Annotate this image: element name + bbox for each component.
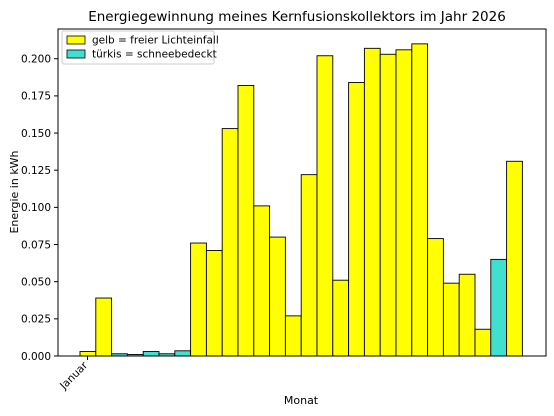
bar xyxy=(427,238,444,357)
y-tick-label: 0.175 xyxy=(21,91,51,103)
plot-frame xyxy=(57,28,547,357)
legend-label-turquoise: türkis = schneebedeckt xyxy=(92,49,217,61)
bar xyxy=(300,174,318,357)
y-tick-label: 0.075 xyxy=(21,239,51,251)
legend-box xyxy=(61,30,215,65)
bar xyxy=(142,351,160,357)
bar xyxy=(363,47,381,357)
bar xyxy=(95,297,113,357)
bar xyxy=(269,236,286,357)
y-tick-label: 0.200 xyxy=(21,54,51,66)
y-axis-label: Energie in kWh xyxy=(8,150,21,233)
bar xyxy=(458,273,476,357)
legend-swatch-turquoise xyxy=(66,49,86,59)
y-tick-label: 0.100 xyxy=(21,202,51,214)
legend-swatch-yellow xyxy=(66,35,86,45)
y-tick-label: 0.000 xyxy=(21,351,51,363)
bars xyxy=(79,43,523,357)
x-axis-label: Monat xyxy=(284,394,319,407)
bar xyxy=(237,85,255,357)
bar xyxy=(284,315,302,357)
chart-title: Energiegewinnung meines Kernfusionskolle… xyxy=(88,9,506,25)
y-tick-label: 0.150 xyxy=(21,128,51,140)
y-tick-label: 0.125 xyxy=(21,165,51,177)
bar xyxy=(316,55,334,357)
bar xyxy=(332,279,350,357)
bar xyxy=(506,160,523,357)
y-tick-label: 0.025 xyxy=(21,314,51,326)
bar xyxy=(190,242,207,357)
bar xyxy=(174,350,192,357)
legend: gelb = freier Lichteinfall türkis = schn… xyxy=(61,30,219,65)
bar xyxy=(379,53,397,357)
bar xyxy=(490,258,508,357)
bar xyxy=(474,328,492,357)
bar xyxy=(411,43,429,357)
bar xyxy=(79,351,97,357)
y-axis: 0.000 0.025 0.050 0.075 0.100 0.125 0.150 0.175… xyxy=(21,54,58,363)
bar xyxy=(395,49,413,357)
y-tick-label: 0.050 xyxy=(21,276,51,288)
bar xyxy=(253,205,271,357)
legend-label-yellow: gelb = freier Lichteinfall xyxy=(92,35,219,47)
bar xyxy=(348,82,365,357)
bar xyxy=(442,282,460,357)
bar xyxy=(221,128,239,357)
bar xyxy=(205,250,223,357)
